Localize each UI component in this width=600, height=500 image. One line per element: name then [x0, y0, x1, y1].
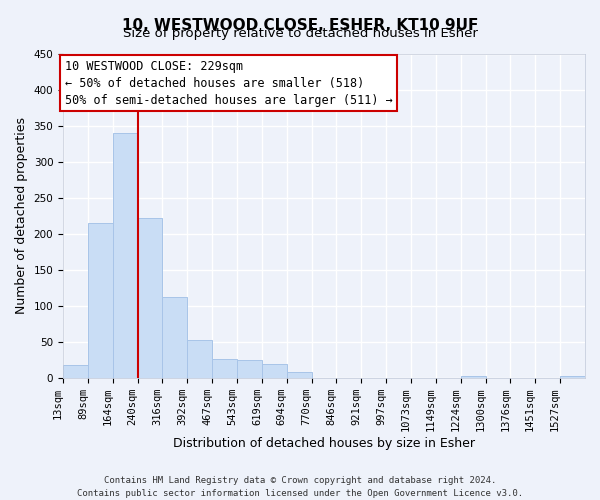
Bar — [187, 340, 212, 378]
Bar — [461, 376, 485, 378]
Bar — [287, 372, 311, 378]
Bar — [163, 296, 187, 378]
Text: Size of property relative to detached houses in Esher: Size of property relative to detached ho… — [122, 28, 478, 40]
Bar — [237, 360, 262, 378]
Bar — [212, 360, 237, 378]
Text: 10 WESTWOOD CLOSE: 229sqm
← 50% of detached houses are smaller (518)
50% of semi: 10 WESTWOOD CLOSE: 229sqm ← 50% of detac… — [65, 60, 392, 107]
X-axis label: Distribution of detached houses by size in Esher: Distribution of detached houses by size … — [173, 437, 475, 450]
Text: 10, WESTWOOD CLOSE, ESHER, KT10 9UF: 10, WESTWOOD CLOSE, ESHER, KT10 9UF — [122, 18, 478, 32]
Text: Contains HM Land Registry data © Crown copyright and database right 2024.
Contai: Contains HM Land Registry data © Crown c… — [77, 476, 523, 498]
Bar — [88, 223, 113, 378]
Bar — [560, 376, 585, 378]
Y-axis label: Number of detached properties: Number of detached properties — [15, 118, 28, 314]
Bar — [262, 364, 287, 378]
Bar — [137, 218, 163, 378]
Bar — [113, 133, 137, 378]
Bar — [63, 365, 88, 378]
